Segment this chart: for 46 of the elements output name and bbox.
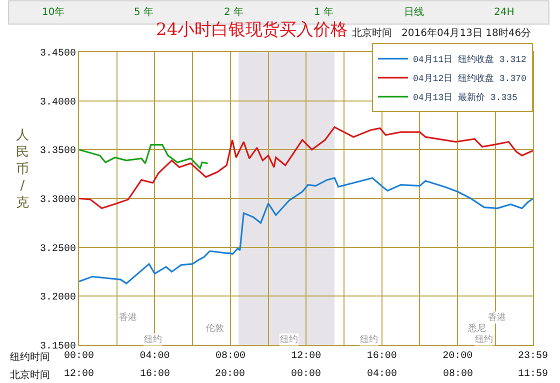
x-tick-label: 12:00: [291, 351, 322, 362]
x-tick-label: 08:00: [215, 351, 246, 362]
text: 00:00: [291, 369, 322, 380]
x-tick-label: 04:00: [140, 351, 170, 362]
text: 12:00: [64, 369, 94, 380]
text: 24H: [494, 7, 514, 18]
text: 1 年: [314, 6, 334, 18]
y-tick-label: 3.4500: [40, 48, 76, 60]
line-series: [79, 126, 533, 210]
annotation: 纽约: [360, 334, 378, 345]
legend-label: 04月11日 纽约收盘 3.312: [413, 54, 526, 66]
line-series: [79, 177, 533, 284]
annotation: 悉尼: [467, 323, 486, 334]
y-tick-label: 3.2000: [40, 292, 76, 304]
text: 16:00: [140, 369, 170, 380]
text: 08:00: [443, 369, 474, 380]
x-tick-label: 16:00: [366, 351, 397, 362]
text: 11:59: [518, 369, 548, 380]
text: 10年: [42, 6, 65, 18]
y-tick-label: 3.1500: [40, 342, 76, 352]
x-axis-title: 纽约时间: [10, 351, 50, 363]
x-tick-label: 00:00: [64, 351, 94, 362]
annotation: 香港: [488, 312, 506, 323]
text: 2 年: [224, 6, 244, 18]
x-tick-label: 23:59: [518, 351, 548, 362]
text: 北京时间: [10, 369, 50, 381]
legend-label: 04月12日 纽约收盘 3.370: [413, 73, 526, 84]
annotation: 纽约: [475, 334, 493, 345]
text: 日线: [404, 6, 424, 18]
annotation: 伦敦: [206, 323, 224, 334]
annotation: 纽约: [280, 334, 298, 345]
x-tick-label: 20:00: [442, 351, 473, 362]
y-tick-label: 3.3500: [40, 146, 76, 158]
text: 20:00: [215, 369, 246, 380]
y-axis-title: 人民币/克: [16, 128, 29, 211]
text: 04:00: [367, 369, 398, 380]
legend-label: 04月13日 最新价 3.335: [413, 92, 518, 104]
y-tick-label: 3.2500: [40, 244, 76, 255]
y-tick-label: 3.4000: [40, 97, 76, 108]
annotation: 香港: [119, 312, 137, 323]
y-tick-label: 3.3000: [40, 195, 76, 206]
text: 5 年: [134, 6, 154, 18]
annotation: 纽约: [144, 334, 162, 345]
chart-subtitle: 北京时间 2016年04月13日 18时46分: [352, 27, 532, 39]
line-series: [79, 144, 209, 170]
chart-title: 24小时白银现货买入价格: [156, 20, 348, 40]
